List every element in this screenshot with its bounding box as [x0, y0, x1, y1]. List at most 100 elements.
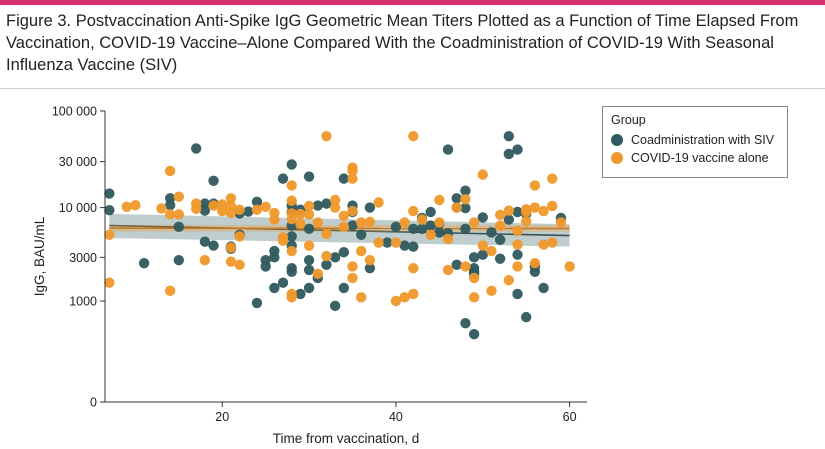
data-point: [321, 130, 332, 142]
data-point: [225, 207, 237, 219]
data-point: [416, 214, 428, 225]
data-point: [277, 277, 289, 288]
data-point: [408, 288, 419, 300]
data-point: [329, 252, 341, 263]
data-point: [347, 162, 358, 173]
data-point: [486, 227, 497, 238]
data-point: [434, 227, 445, 238]
data-point: [164, 165, 176, 177]
data-point: [164, 209, 176, 220]
y-tick-label: 1000: [69, 294, 97, 308]
data-point: [408, 262, 419, 274]
data-point: [521, 204, 532, 215]
data-point: [364, 216, 376, 228]
y-tick-label: 10 000: [59, 201, 97, 215]
data-point: [347, 220, 358, 231]
data-point: [512, 288, 523, 300]
legend-swatch-vaccine-alone: [611, 152, 623, 164]
data-point: [104, 229, 115, 240]
data-point: [547, 237, 558, 248]
data-point: [303, 240, 315, 251]
data-point: [347, 261, 358, 272]
data-point: [425, 229, 436, 240]
data-point: [190, 198, 202, 209]
data-point: [321, 198, 332, 209]
data-point: [121, 201, 132, 212]
data-point: [130, 199, 141, 211]
data-point: [468, 217, 480, 228]
data-point: [486, 245, 497, 257]
data-point: [494, 209, 506, 221]
data-point: [347, 272, 358, 284]
top-accent-rule: [0, 0, 825, 5]
data-point: [529, 257, 541, 269]
data-point: [503, 205, 515, 216]
axes-layer: 0 1000 3000 10 000 30 000 100 000 20 40 60 Time f…: [32, 105, 587, 446]
data-point: [104, 204, 115, 216]
data-point: [164, 193, 176, 204]
data-point: [104, 277, 115, 288]
data-point: [286, 208, 297, 219]
data-point: [338, 282, 350, 294]
data-point: [295, 208, 306, 220]
data-point: [434, 194, 445, 206]
data-point: [425, 220, 436, 231]
data-point: [303, 209, 315, 220]
data-point: [538, 282, 549, 294]
data-point: [164, 285, 176, 297]
data-point: [286, 266, 297, 278]
data-point: [442, 144, 454, 155]
data-point: [503, 130, 515, 142]
data-point: [503, 275, 515, 286]
data-point: [468, 262, 480, 274]
data-point: [460, 261, 471, 272]
data-point: [338, 247, 350, 258]
data-point: [451, 259, 462, 270]
data-point: [512, 239, 523, 250]
data-point: [173, 191, 185, 202]
data-point: [355, 245, 367, 257]
data-point: [390, 237, 402, 248]
data-point: [494, 220, 506, 231]
data-point: [477, 249, 488, 260]
data-point: [312, 217, 323, 228]
data-point: [399, 292, 410, 303]
data-point: [538, 239, 549, 250]
data-point: [355, 217, 367, 228]
data-point: [390, 221, 402, 233]
data-point: [104, 188, 115, 199]
data-point: [460, 194, 471, 205]
y-tick-label: 3000: [69, 251, 97, 265]
data-point: [303, 254, 315, 266]
data-point: [355, 292, 367, 303]
y-axis-label: IgG, BAU/mL: [32, 216, 47, 296]
data-point: [434, 217, 445, 228]
data-point: [286, 180, 297, 191]
data-point: [486, 285, 497, 297]
data-point: [286, 231, 297, 242]
data-point: [138, 257, 150, 269]
data-point: [468, 292, 480, 303]
data-point: [269, 252, 280, 263]
data-point: [303, 282, 315, 294]
data-point: [442, 233, 454, 245]
data-point: [408, 241, 419, 252]
y-tick-label: 100 000: [52, 105, 97, 119]
data-point: [564, 261, 575, 272]
data-point: [321, 250, 332, 262]
data-point: [503, 214, 515, 225]
data-point: [468, 252, 480, 263]
data-point: [295, 288, 306, 300]
data-point: [286, 245, 297, 257]
data-point: [303, 223, 315, 235]
data-point: [460, 223, 471, 235]
data-point: [303, 264, 315, 276]
data-point: [547, 200, 558, 212]
data-point: [260, 201, 271, 212]
data-point: [329, 300, 341, 312]
data-point: [512, 249, 523, 260]
data-point: [156, 203, 167, 214]
data-point: [382, 237, 393, 248]
data-point: [329, 194, 341, 206]
